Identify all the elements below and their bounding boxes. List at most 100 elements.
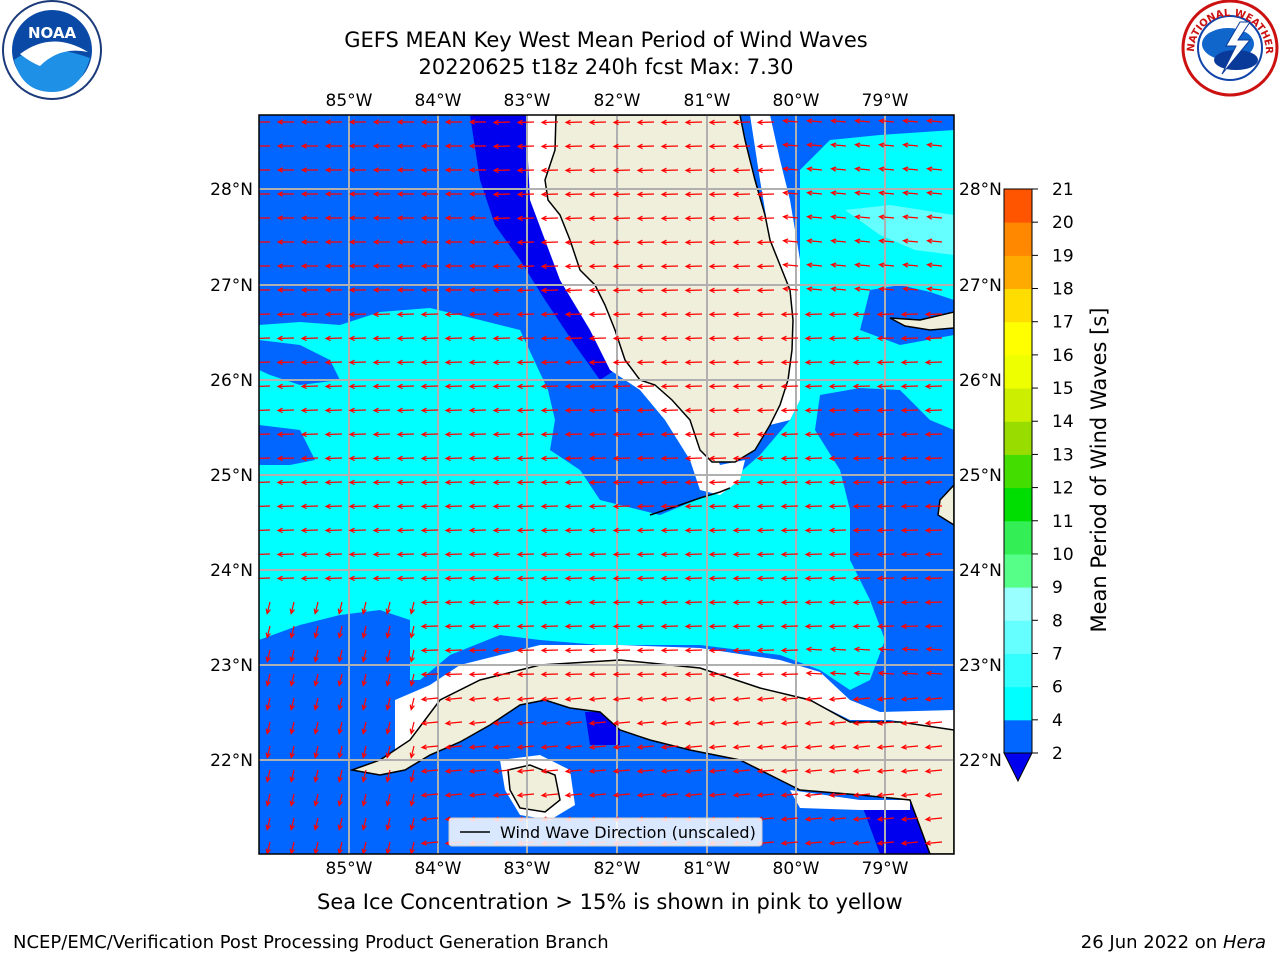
wind-wave-arrow xyxy=(876,431,895,438)
wind-wave-arrow xyxy=(444,311,463,318)
wind-wave-arrow xyxy=(324,551,343,558)
wind-wave-arrow xyxy=(853,670,871,677)
wind-wave-arrow xyxy=(324,431,343,438)
wind-wave-arrow xyxy=(468,647,487,654)
wind-wave-arrow xyxy=(708,744,727,750)
wind-wave-arrow xyxy=(396,431,415,438)
wind-wave-arrow xyxy=(612,720,631,726)
wind-wave-arrow xyxy=(588,215,607,222)
wind-wave-arrow xyxy=(564,239,583,246)
masked-nearshore xyxy=(395,645,954,755)
wind-wave-arrow xyxy=(684,696,703,702)
wind-wave-arrow xyxy=(804,816,823,822)
wind-wave-arrow xyxy=(636,623,655,630)
wind-wave-arrow xyxy=(876,744,895,750)
lon-label: 85°W xyxy=(326,859,373,879)
wind-wave-arrow xyxy=(830,166,847,172)
wind-wave-arrow xyxy=(828,623,847,630)
lat-label: 28°N xyxy=(210,180,253,200)
wind-wave-arrow xyxy=(852,479,871,486)
wind-wave-arrow xyxy=(492,191,511,198)
wind-wave-arrow xyxy=(732,215,751,222)
wind-wave-arrow xyxy=(396,383,415,390)
wind-wave-arrow xyxy=(588,696,607,702)
wind-wave-arrow xyxy=(902,118,919,124)
wind-wave-arrow xyxy=(708,551,727,558)
lat-label: 24°N xyxy=(210,561,253,581)
wind-wave-arrow xyxy=(877,670,895,677)
wind-wave-arrow xyxy=(348,551,367,558)
wind-wave-arrow xyxy=(804,407,823,414)
wind-wave-arrow xyxy=(756,768,775,774)
wind-wave-arrow xyxy=(660,696,679,702)
wind-wave-arrow xyxy=(636,287,655,294)
wind-wave-arrow xyxy=(612,167,631,174)
wind-wave-arrow xyxy=(516,744,535,750)
wind-wave-arrow xyxy=(804,311,823,318)
wind-wave-arrow xyxy=(660,431,679,438)
wind-wave-arrow xyxy=(540,479,559,486)
wind-wave-arrow xyxy=(588,792,607,798)
wind-wave-arrow xyxy=(684,479,703,486)
colorbar-tick-label: 2 xyxy=(1052,744,1063,764)
wind-wave-arrow xyxy=(468,696,487,702)
wind-wave-arrow xyxy=(468,215,487,221)
wind-wave-arrow xyxy=(900,840,919,846)
wind-wave-arrow xyxy=(259,144,271,148)
wind-wave-arrow xyxy=(732,335,751,342)
wind-wave-arrow xyxy=(756,647,775,654)
wind-wave-arrow xyxy=(588,768,607,774)
wind-wave-arrow xyxy=(420,359,439,366)
wind-wave-arrow xyxy=(468,768,487,774)
wind-wave-arrow xyxy=(540,167,559,174)
wind-wave-arrow xyxy=(804,359,823,366)
wind-wave-arrow xyxy=(276,191,295,197)
wind-wave-arrow xyxy=(276,455,295,462)
wind-wave-arrow xyxy=(276,383,295,390)
wind-wave-arrow xyxy=(806,262,823,268)
wind-wave-arrow xyxy=(300,143,319,149)
wind-wave-arrow xyxy=(876,311,895,318)
wind-wave-arrow xyxy=(564,551,583,558)
wind-wave-arrow xyxy=(660,744,679,750)
wind-wave-arrow xyxy=(684,575,703,582)
wind-wave-arrow xyxy=(852,575,871,582)
wind-wave-arrow xyxy=(361,793,367,807)
wind-wave-arrow xyxy=(409,721,415,735)
wind-wave-arrow xyxy=(492,119,511,126)
wind-wave-arrow xyxy=(588,647,607,654)
wind-wave-arrow xyxy=(492,551,511,558)
wind-wave-arrow xyxy=(324,407,343,414)
wind-wave-arrow xyxy=(684,311,703,318)
wind-wave-arrow xyxy=(348,407,367,414)
wind-wave-arrow xyxy=(348,119,367,125)
wind-wave-arrow xyxy=(385,745,391,759)
wind-wave-arrow xyxy=(900,335,919,342)
wind-wave-arrow xyxy=(564,599,583,606)
wind-wave-arrow xyxy=(636,720,655,726)
wind-wave-arrow xyxy=(828,696,847,702)
wind-wave-arrow xyxy=(924,696,943,702)
wind-wave-arrow xyxy=(684,551,703,558)
wind-wave-arrow xyxy=(708,263,727,270)
wind-wave-arrow xyxy=(780,431,799,438)
wind-wave-arrow xyxy=(444,768,463,774)
wind-wave-arrow xyxy=(780,840,799,846)
wind-wave-arrow xyxy=(804,599,823,606)
wind-wave-arrow xyxy=(564,383,583,390)
wind-wave-arrow xyxy=(636,431,655,438)
wind-wave-arrow xyxy=(684,720,703,726)
wind-wave-arrow xyxy=(492,407,511,414)
wind-wave-arrow xyxy=(852,551,871,558)
wind-wave-arrow xyxy=(564,768,583,774)
wind-wave-arrow xyxy=(780,527,799,534)
wind-wave-arrow xyxy=(732,167,751,174)
wind-wave-arrow xyxy=(636,239,655,246)
wind-wave-arrow xyxy=(732,191,751,198)
wind-wave-arrow xyxy=(828,768,847,774)
wind-wave-arrow xyxy=(540,191,559,198)
wind-wave-arrow xyxy=(372,143,391,149)
wind-wave-arrow xyxy=(804,575,823,582)
map-grid xyxy=(259,115,954,854)
